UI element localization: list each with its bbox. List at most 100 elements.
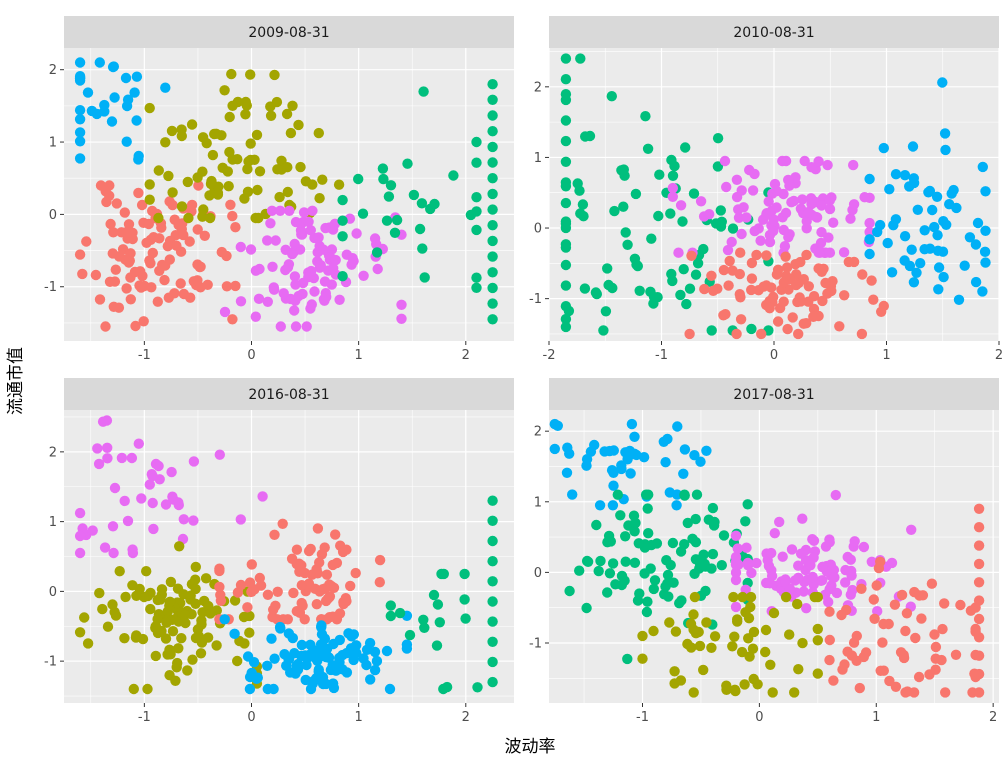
- data-point-red: [152, 296, 163, 307]
- data-point-blue: [672, 421, 683, 432]
- data-point-green: [602, 263, 613, 274]
- data-point-red: [843, 256, 854, 268]
- data-point-pink: [845, 554, 856, 565]
- data-point-olive: [152, 613, 163, 625]
- data-point-pink: [815, 237, 827, 249]
- data-point-pink: [733, 204, 744, 215]
- data-point-blue: [679, 444, 691, 455]
- data-point-blue: [131, 71, 143, 82]
- data-point-green: [653, 210, 664, 222]
- data-point-pink: [805, 560, 816, 571]
- data-point-red: [778, 296, 789, 307]
- data-point-blue: [972, 217, 984, 229]
- data-point-red: [288, 587, 299, 599]
- data-point-pink: [74, 547, 86, 559]
- data-point-olive: [138, 591, 150, 603]
- data-point-olive: [242, 163, 253, 175]
- data-point-pink: [253, 293, 265, 304]
- data-point-blue: [107, 61, 119, 73]
- data-point-red: [246, 559, 257, 570]
- y-tick-label: 0: [534, 222, 542, 237]
- data-point-olive: [186, 119, 198, 130]
- data-point-olive: [82, 638, 94, 649]
- data-point-red: [272, 614, 283, 625]
- data-point-green: [630, 517, 641, 529]
- data-point-pink: [328, 263, 339, 274]
- data-point-blue: [678, 468, 689, 479]
- data-point-pink: [763, 196, 774, 207]
- data-point-olive: [174, 541, 185, 552]
- data-point-green: [727, 223, 739, 234]
- x-axis-title: 波动率: [505, 737, 556, 757]
- data-point-red: [900, 687, 911, 698]
- data-point-blue: [313, 664, 324, 675]
- x-tick-label: -1: [655, 348, 668, 363]
- data-point-blue: [912, 204, 923, 215]
- data-point-pink: [303, 216, 314, 227]
- data-point-green: [465, 209, 477, 221]
- data-point-olive: [637, 630, 648, 642]
- data-point-olive: [245, 138, 256, 149]
- data-point-red: [699, 283, 710, 295]
- data-point-blue: [351, 647, 362, 659]
- data-point-green: [487, 314, 498, 325]
- data-point-olive: [789, 687, 800, 698]
- data-point-green: [578, 211, 589, 222]
- data-point-pink: [219, 306, 231, 318]
- data-point-blue: [308, 645, 319, 657]
- data-point-pink: [771, 202, 782, 213]
- data-point-pink: [801, 603, 812, 614]
- data-point-pink: [838, 247, 850, 258]
- data-point-blue: [927, 204, 938, 216]
- data-point-green: [459, 568, 470, 580]
- data-point-green: [675, 546, 687, 557]
- data-point-blue: [664, 487, 675, 498]
- data-point-green: [681, 298, 692, 310]
- data-point-olive: [239, 638, 250, 649]
- data-point-olive: [736, 646, 748, 658]
- data-point-green: [560, 135, 572, 147]
- data-point-blue: [980, 225, 991, 236]
- data-point-pink: [147, 470, 158, 482]
- data-point-pink: [732, 543, 743, 554]
- data-point-red: [803, 296, 814, 307]
- data-point-red: [374, 554, 386, 566]
- data-point-blue: [864, 234, 875, 245]
- x-tick-label: 2: [462, 348, 470, 363]
- data-point-red: [973, 613, 985, 625]
- data-point-olive: [223, 181, 234, 192]
- data-point-red: [900, 625, 911, 637]
- data-point-pink: [87, 525, 98, 536]
- data-point-green: [471, 136, 482, 148]
- data-point-red: [321, 569, 333, 580]
- data-point-olive: [110, 610, 122, 621]
- data-point-pink: [858, 541, 870, 553]
- data-point-pink: [326, 244, 338, 255]
- data-point-pink: [235, 296, 247, 307]
- data-point-olive: [812, 668, 823, 679]
- data-point-olive: [190, 574, 201, 585]
- data-point-green: [662, 578, 673, 589]
- data-point-green: [560, 313, 572, 325]
- data-point-pink: [93, 458, 105, 470]
- data-point-pink: [779, 241, 791, 252]
- data-point-pink: [109, 482, 121, 494]
- data-point-red: [860, 647, 872, 658]
- data-point-olive: [812, 623, 823, 635]
- data-point-green: [487, 157, 498, 168]
- data-point-green: [416, 198, 428, 209]
- y-tick-label: 2: [534, 80, 542, 95]
- data-point-olive: [706, 642, 717, 653]
- x-tick-label: 1: [882, 348, 890, 363]
- data-point-blue: [625, 468, 636, 479]
- data-point-pink: [797, 194, 808, 205]
- x-tick-label: 1: [355, 348, 363, 363]
- data-point-red: [787, 312, 798, 323]
- data-point-green: [564, 585, 575, 597]
- data-point-blue: [369, 646, 381, 658]
- data-point-olive: [198, 204, 209, 215]
- data-point-green: [708, 520, 720, 531]
- data-point-pink: [795, 548, 807, 559]
- data-point-olive: [134, 583, 145, 595]
- data-point-pink: [806, 162, 817, 173]
